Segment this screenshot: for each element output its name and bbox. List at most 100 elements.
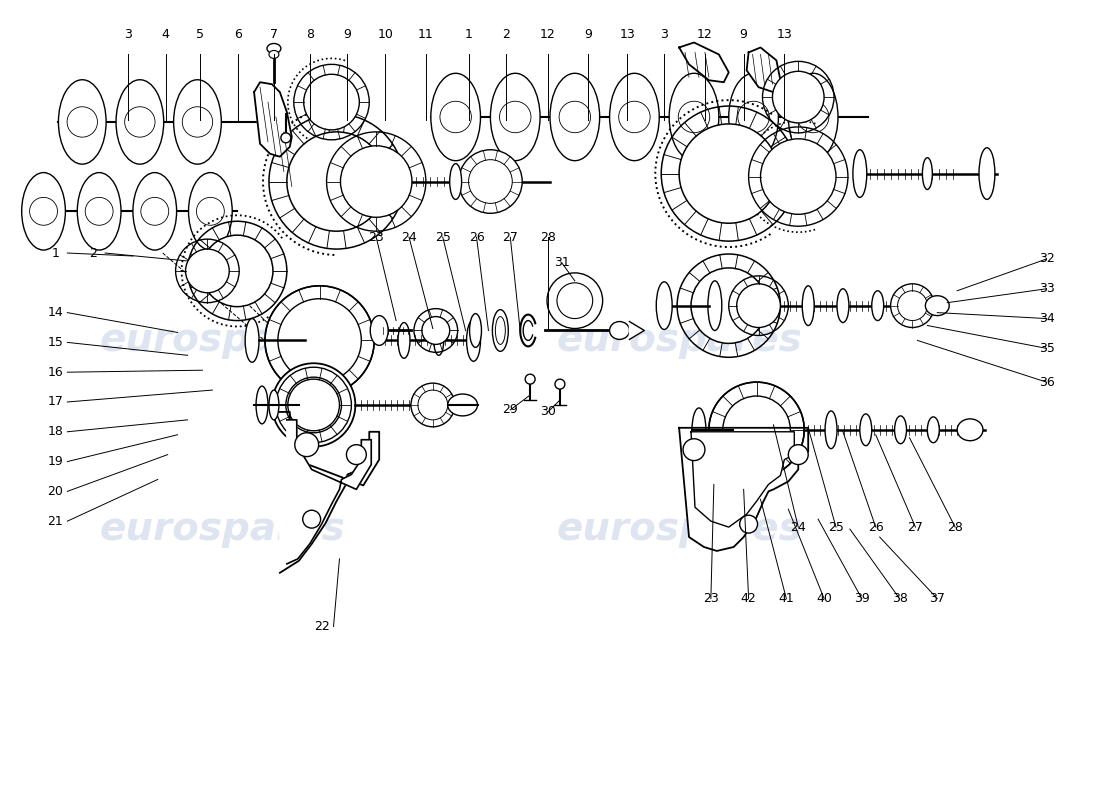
Text: 27: 27 xyxy=(908,521,923,534)
Text: 33: 33 xyxy=(1038,282,1055,295)
Text: 2: 2 xyxy=(89,246,97,259)
Text: 38: 38 xyxy=(892,592,907,605)
Ellipse shape xyxy=(609,322,629,339)
Text: eurospares: eurospares xyxy=(99,322,345,359)
Text: 34: 34 xyxy=(1038,312,1055,325)
Text: 35: 35 xyxy=(1038,342,1055,355)
Circle shape xyxy=(772,71,824,123)
Text: 9: 9 xyxy=(584,27,592,41)
Ellipse shape xyxy=(493,310,508,351)
Ellipse shape xyxy=(708,281,722,330)
Circle shape xyxy=(287,132,386,231)
Text: eurospares: eurospares xyxy=(99,510,345,548)
Circle shape xyxy=(346,445,366,465)
Text: 12: 12 xyxy=(697,27,713,41)
Circle shape xyxy=(737,284,780,327)
Text: 20: 20 xyxy=(47,485,64,498)
Circle shape xyxy=(411,383,454,427)
Circle shape xyxy=(341,146,412,218)
Text: 3: 3 xyxy=(660,27,668,41)
Text: 11: 11 xyxy=(418,27,433,41)
Ellipse shape xyxy=(77,173,121,250)
Circle shape xyxy=(295,433,319,457)
Text: 40: 40 xyxy=(816,592,832,605)
Ellipse shape xyxy=(894,416,906,444)
Text: 29: 29 xyxy=(503,403,518,417)
Circle shape xyxy=(547,273,603,329)
Ellipse shape xyxy=(802,286,814,326)
Text: 13: 13 xyxy=(619,27,636,41)
Text: 25: 25 xyxy=(434,230,451,244)
Circle shape xyxy=(302,510,320,528)
Ellipse shape xyxy=(789,74,838,161)
Text: 23: 23 xyxy=(368,230,384,244)
Text: eurospares: eurospares xyxy=(557,322,802,359)
Polygon shape xyxy=(287,420,372,564)
Polygon shape xyxy=(279,412,379,573)
Circle shape xyxy=(201,235,273,306)
Ellipse shape xyxy=(470,314,482,347)
Circle shape xyxy=(708,382,804,478)
Circle shape xyxy=(272,363,355,446)
Circle shape xyxy=(725,398,789,462)
Ellipse shape xyxy=(466,319,481,362)
Ellipse shape xyxy=(657,282,672,330)
Circle shape xyxy=(422,317,450,344)
Text: 25: 25 xyxy=(828,521,844,534)
Ellipse shape xyxy=(188,173,232,250)
Text: 39: 39 xyxy=(854,592,870,605)
Text: 22: 22 xyxy=(314,620,330,633)
Text: 36: 36 xyxy=(1038,376,1055,389)
Polygon shape xyxy=(679,428,808,551)
Ellipse shape xyxy=(609,74,659,161)
Circle shape xyxy=(141,198,168,226)
Circle shape xyxy=(298,318,341,362)
Text: 18: 18 xyxy=(47,426,64,438)
Text: 14: 14 xyxy=(47,306,64,319)
Circle shape xyxy=(304,74,360,130)
Polygon shape xyxy=(747,47,780,92)
Ellipse shape xyxy=(927,417,939,442)
Circle shape xyxy=(280,133,290,142)
Circle shape xyxy=(739,515,758,533)
Text: 9: 9 xyxy=(343,27,351,41)
Ellipse shape xyxy=(860,414,871,446)
Circle shape xyxy=(278,298,361,382)
Circle shape xyxy=(738,102,769,133)
Circle shape xyxy=(691,268,767,343)
Ellipse shape xyxy=(979,148,994,199)
Ellipse shape xyxy=(692,408,706,452)
Circle shape xyxy=(760,139,836,214)
Ellipse shape xyxy=(825,411,837,449)
Text: 2: 2 xyxy=(503,27,510,41)
Text: 28: 28 xyxy=(947,521,964,534)
Text: eurospares: eurospares xyxy=(557,510,802,548)
Text: 9: 9 xyxy=(739,27,748,41)
Circle shape xyxy=(85,198,113,226)
Ellipse shape xyxy=(450,164,462,199)
Ellipse shape xyxy=(923,158,933,190)
Polygon shape xyxy=(691,432,794,527)
Circle shape xyxy=(679,102,710,133)
Circle shape xyxy=(789,445,808,465)
Ellipse shape xyxy=(433,326,443,355)
Circle shape xyxy=(459,150,522,214)
Ellipse shape xyxy=(371,315,388,346)
Text: 4: 4 xyxy=(162,27,169,41)
Circle shape xyxy=(525,374,535,384)
Ellipse shape xyxy=(431,74,481,161)
Text: 30: 30 xyxy=(540,406,556,418)
Ellipse shape xyxy=(270,390,279,420)
Circle shape xyxy=(30,198,57,226)
Text: 8: 8 xyxy=(306,27,313,41)
Ellipse shape xyxy=(58,80,106,164)
Circle shape xyxy=(265,286,374,395)
Text: 7: 7 xyxy=(270,27,278,41)
Text: 16: 16 xyxy=(47,366,64,378)
Ellipse shape xyxy=(448,394,477,416)
Text: 1: 1 xyxy=(52,246,59,259)
Ellipse shape xyxy=(925,296,949,315)
Ellipse shape xyxy=(837,289,849,322)
Ellipse shape xyxy=(398,322,410,358)
Text: 21: 21 xyxy=(47,514,64,528)
